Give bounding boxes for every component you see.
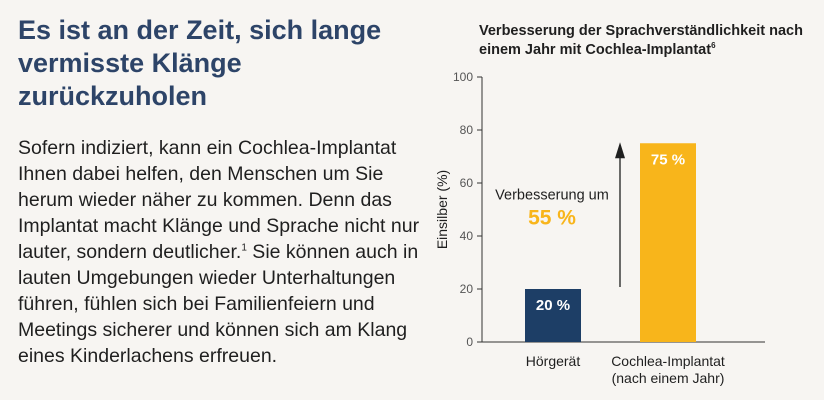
y-tick-label: 100 — [453, 70, 473, 84]
body-text-part-2: Sie können auch in lauten Umgebungen wie… — [18, 241, 419, 367]
bar-value-label: 75 % — [651, 151, 685, 168]
chart-title: Verbesserung der Sprachverständlichkeit … — [479, 22, 809, 60]
y-tick-label: 20 — [460, 282, 474, 296]
y-tick-label: 40 — [460, 229, 474, 243]
annotation-text: Verbesserung um — [495, 187, 609, 203]
bar-value-label: 20 % — [536, 297, 570, 314]
bar-1 — [525, 289, 581, 342]
y-tick-label: 60 — [460, 176, 474, 190]
chart-axes — [477, 76, 765, 343]
x-category-label: Hörgerät — [526, 353, 581, 369]
bar-chart: 0 20 40 60 80 100 Einsilber (%) 20 % Hörgerät 75 … — [434, 70, 765, 386]
bar-2 — [640, 143, 696, 342]
chart-title-footnote: 6 — [711, 41, 716, 51]
headline: Es ist an der Zeit, sich lange vermisste… — [18, 15, 382, 111]
footnote-ref-1: 1 — [241, 242, 247, 254]
x-category-label: (nach einem Jahr) — [612, 370, 725, 386]
improvement-arrow-head — [615, 142, 625, 159]
y-tick-label: 80 — [460, 123, 474, 137]
body-text-part-1: Sofern indiziert, kann ein Cochlea-Impla… — [18, 137, 420, 263]
intro-section: Es ist an der Zeit, sich lange vermisste… — [18, 14, 428, 369]
annotation-value: 55 % — [528, 206, 576, 229]
y-tick-label: 0 — [466, 335, 473, 349]
body-text: Sofern indiziert, kann ein Cochlea-Impla… — [18, 135, 428, 369]
chart-marks — [525, 142, 696, 342]
chart-title-text: Verbesserung der Sprachverständlichkeit … — [479, 23, 803, 58]
y-axis-label: Einsilber (%) — [434, 170, 450, 249]
chart-labels: 0 20 40 60 80 100 Einsilber (%) 20 % Hörgerät 75 … — [434, 70, 725, 386]
x-category-label: Cochlea-Implantat — [611, 353, 725, 369]
